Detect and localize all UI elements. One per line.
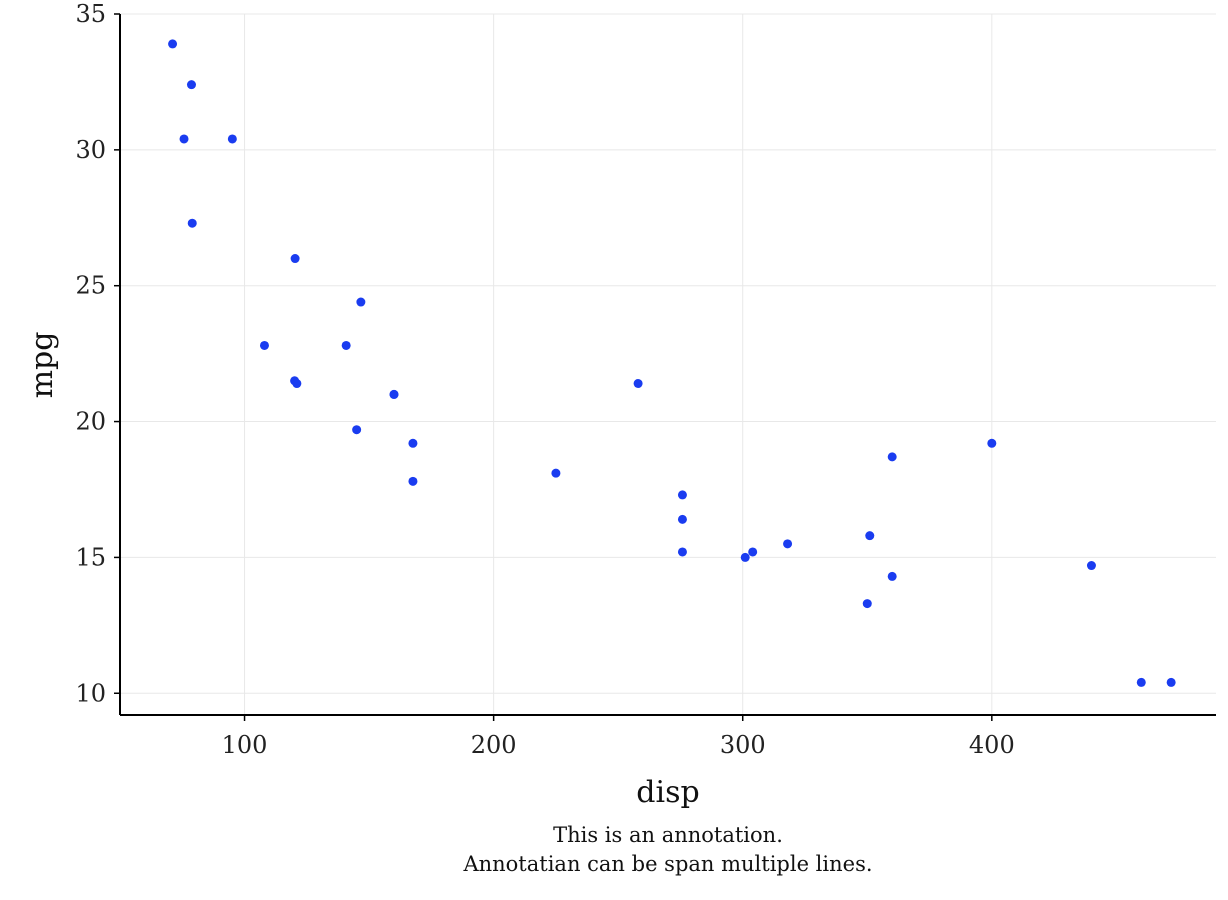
data-point [179,134,189,144]
y-tick-label: 20 [75,408,106,436]
caption-line-1: This is an annotation. [553,823,783,847]
data-point [748,547,758,557]
data-point [551,468,561,478]
data-point [408,438,418,448]
data-point [1166,677,1176,687]
data-point [227,134,237,144]
data-point [1136,677,1146,687]
x-tick-label: 400 [969,731,1015,759]
x-ticks: 100 200 300 400 [222,715,1015,759]
data-point [987,438,997,448]
data-point [352,425,362,435]
y-tick-label: 25 [75,272,106,300]
caption-line-2: Annotatian can be span multiple lines. [462,852,872,876]
y-tick-label: 15 [75,543,106,571]
data-point [677,547,687,557]
data-point [168,39,178,49]
x-axis-title: disp [636,775,699,810]
data-point [187,218,197,228]
x-tick-label: 200 [471,731,517,759]
y-tick-label: 35 [75,0,106,28]
y-tick-label: 30 [75,136,106,164]
data-point [677,514,687,524]
data-point [408,476,418,486]
data-point [633,379,643,389]
data-point [290,254,300,264]
data-point [1086,561,1096,571]
data-point [186,80,196,90]
data-point [740,552,750,562]
data-points [168,39,1176,687]
data-point [783,539,793,549]
y-ticks: 10 15 20 25 30 35 [75,0,120,707]
data-point [862,599,872,609]
x-tick-label: 100 [222,731,268,759]
data-point [259,340,269,350]
data-point [341,340,351,350]
grid [120,13,1216,715]
data-point [887,452,897,462]
x-tick-label: 300 [720,731,766,759]
data-point [865,531,875,541]
y-axis-title: mpg [25,332,60,399]
axes [119,14,1216,716]
data-point [292,379,302,389]
y-tick-label: 10 [75,679,106,707]
data-point [677,490,687,500]
data-point [356,297,366,307]
data-point [887,571,897,581]
data-point [389,389,399,399]
